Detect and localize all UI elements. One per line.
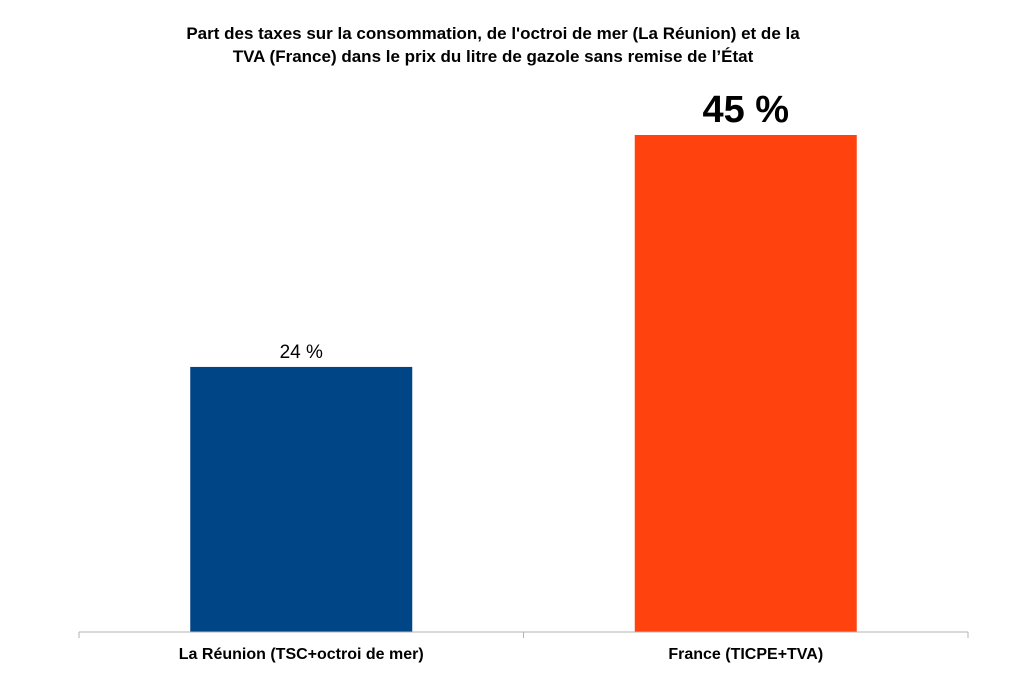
x-axis: [78, 631, 969, 638]
bar-1: [634, 135, 857, 632]
x-tick-labels-group: La Réunion (TSC+octroi de mer) France (TI…: [179, 646, 823, 663]
bars-group: [190, 135, 857, 632]
x-tick-label-0: La Réunion (TSC+octroi de mer): [179, 646, 424, 663]
data-label-1: 45 %: [702, 89, 789, 131]
chart-title-line-2: TVA (France) dans le prix du litre de ga…: [233, 47, 754, 66]
chart-title-line-1: Part des taxes sur la consommation, de l…: [186, 24, 800, 43]
data-labels-group: 24 % 45 %: [280, 89, 789, 363]
x-tick-label-1: France (TICPE+TVA): [668, 646, 823, 663]
bar-0: [190, 366, 413, 632]
chart-title: Part des taxes sur la consommation, de l…: [186, 24, 800, 66]
data-label-0: 24 %: [280, 342, 323, 363]
